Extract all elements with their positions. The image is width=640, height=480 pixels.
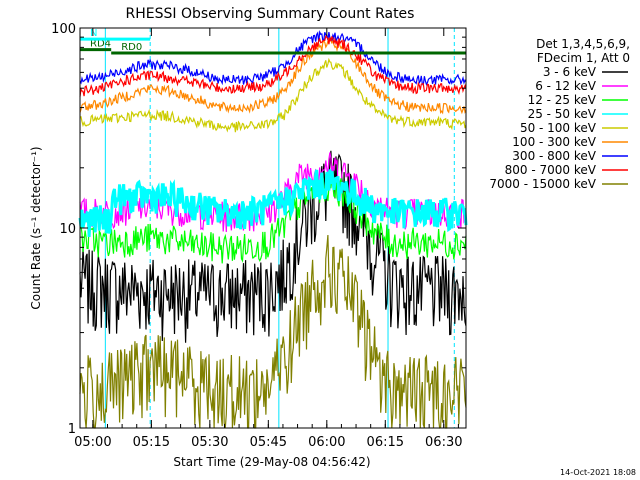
x-tick-label: 05:30 [191, 435, 228, 450]
legend-label-7000-15000-kev: 7000 - 15000 keV [489, 177, 596, 191]
chart-title: RHESSI Observing Summary Count Rates [126, 6, 415, 22]
series-line-50-100-kev [79, 57, 467, 133]
y-tick-label: 10 [59, 222, 76, 237]
legend-label-50-100-kev: 50 - 100 keV [520, 121, 597, 135]
state-label-rd4: RD4 [90, 39, 111, 50]
legend-label-3-6-kev: 3 - 6 keV [543, 65, 597, 79]
y-tick-label: 100 [51, 22, 76, 37]
series-line-800-7000-kev [79, 34, 467, 97]
series-line-300-800-kev [79, 30, 467, 87]
footer-date: 14-Oct-2021 18:08 [560, 468, 636, 477]
x-axis-label: Start Time (29-May-08 04:56:42) [173, 455, 370, 469]
state-label-rd0: RD0 [121, 42, 142, 53]
series-line-3-6-kev [79, 150, 467, 343]
x-tick-label: 05:00 [74, 435, 111, 450]
state-label-n: N [90, 28, 97, 39]
legend: Det 1,3,4,5,6,9,FDecim 1, Att 03 - 6 keV… [489, 37, 630, 191]
legend-header-line: FDecim 1, Att 0 [537, 51, 630, 65]
y-tick-label: 1 [68, 422, 76, 437]
series-layer [78, 30, 468, 429]
legend-label-100-300-kev: 100 - 300 keV [512, 135, 596, 149]
x-tick-label: 05:45 [250, 435, 287, 450]
x-tick-label: 06:15 [367, 435, 404, 450]
legend-label-12-25-kev: 12 - 25 keV [528, 93, 597, 107]
series-line-7000-15000-kev [79, 234, 467, 429]
legend-label-25-50-kev: 25 - 50 keV [528, 107, 597, 121]
legend-label-800-7000-kev: 800 - 7000 keV [505, 163, 597, 177]
x-tick-label: 05:15 [133, 435, 170, 450]
axes: 05:00 05:15 05:30 05:45 06:00 06:15 06:30 1 10 10… [51, 22, 466, 450]
y-axis-label: Count Rate (s⁻¹ detector⁻¹) [29, 146, 43, 309]
legend-label-6-12-kev: 6 - 12 keV [535, 79, 597, 93]
x-tick-label: 06:00 [308, 435, 345, 450]
series-line-12-25-kev [79, 170, 467, 264]
legend-label-300-800-kev: 300 - 800 keV [512, 149, 596, 163]
legend-header-line: Det 1,3,4,5,6,9, [536, 37, 630, 51]
x-tick-label: 06:30 [425, 435, 462, 450]
series-line-25-50-kev [78, 169, 468, 237]
series-line-100-300-kev [79, 36, 467, 115]
